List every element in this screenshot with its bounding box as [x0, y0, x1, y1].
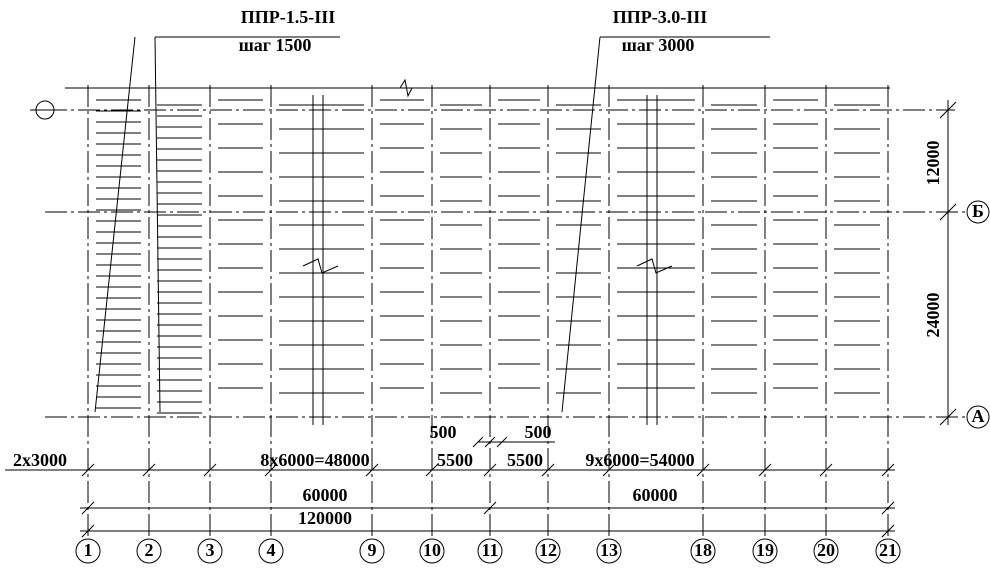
dim-text: 500	[525, 422, 552, 442]
column-axis-label: 13	[600, 540, 618, 560]
dim-text: 9x6000=54000	[585, 450, 694, 470]
dim-tick	[541, 463, 555, 477]
callout-label: ППР-1.5-III	[241, 7, 336, 27]
column-axis-label: 1	[84, 540, 93, 560]
dim-tick	[81, 524, 95, 538]
axis-bubble	[75, 538, 101, 564]
row-axis-label: Б	[972, 201, 984, 221]
callout-step: шаг 1500	[239, 35, 312, 55]
axis-bubble	[752, 538, 778, 564]
dim-text: 120000	[298, 508, 352, 528]
dim-tick	[264, 463, 278, 477]
dim-tick	[939, 203, 957, 221]
leader	[154, 36, 161, 413]
axis-bubble	[966, 405, 990, 429]
dim-tick	[696, 463, 710, 477]
dim-tick	[472, 436, 484, 448]
row-axis-label: А	[972, 406, 985, 426]
column-axis-label: 3	[206, 540, 215, 560]
axis-bubble	[813, 538, 839, 564]
column-axis-label: 21	[879, 540, 897, 560]
axis-bubble	[197, 538, 223, 564]
dim-tick	[203, 463, 217, 477]
dim-tick	[881, 463, 895, 477]
axis-bubble	[258, 538, 284, 564]
column-axis-label: 20	[817, 540, 835, 560]
column-axis-label: 4	[267, 540, 276, 560]
dim-tick	[758, 463, 772, 477]
dim-tick	[81, 463, 95, 477]
axis-bubble	[359, 538, 385, 564]
axis-bubble	[875, 538, 901, 564]
dim-tick	[939, 101, 957, 119]
dim-tick	[484, 436, 496, 448]
dim-text: 5500	[437, 450, 473, 470]
axis-bubble	[419, 538, 445, 564]
dim-tick	[819, 463, 833, 477]
column-axis-label: 9	[368, 540, 377, 560]
axis-bubble	[966, 200, 990, 224]
column-axis-label: 10	[423, 540, 441, 560]
dim-tick	[881, 501, 895, 515]
callout-step: шаг 3000	[622, 35, 695, 55]
axis-bubble	[690, 538, 716, 564]
axis-bubble	[596, 538, 622, 564]
dim-tick	[81, 501, 95, 515]
axis-bubble	[136, 538, 162, 564]
dim-tick	[142, 463, 156, 477]
break-mark	[399, 78, 413, 98]
dim-text: 5500	[507, 450, 543, 470]
axis-bubble	[535, 538, 561, 564]
break-mark	[302, 258, 339, 274]
dim-text: 500	[430, 422, 457, 442]
dim-text: 24000	[923, 293, 943, 338]
column-axis-label: 2	[145, 540, 154, 560]
dim-tick	[425, 463, 439, 477]
column-axis-label: 18	[694, 540, 712, 560]
dim-tick	[483, 501, 497, 515]
dim-tick	[483, 463, 497, 477]
leader	[94, 36, 136, 413]
dim-text: 12000	[923, 141, 943, 186]
dim-tick	[881, 524, 895, 538]
dim-text: 2x3000	[13, 450, 67, 470]
dim-tick	[496, 436, 508, 448]
dim-tick	[365, 463, 379, 477]
column-axis-label: 19	[756, 540, 774, 560]
dim-text: 60000	[633, 485, 678, 505]
dim-text: 8x6000=48000	[260, 450, 369, 470]
dim-text: 60000	[303, 485, 348, 505]
axis-bubble	[477, 538, 503, 564]
dim-tick	[602, 463, 616, 477]
callout-label: ППР-3.0-III	[613, 7, 708, 27]
column-axis-label: 11	[481, 540, 498, 560]
break-mark	[636, 258, 673, 274]
column-axis-label: 12	[539, 540, 557, 560]
dim-tick	[939, 408, 957, 426]
